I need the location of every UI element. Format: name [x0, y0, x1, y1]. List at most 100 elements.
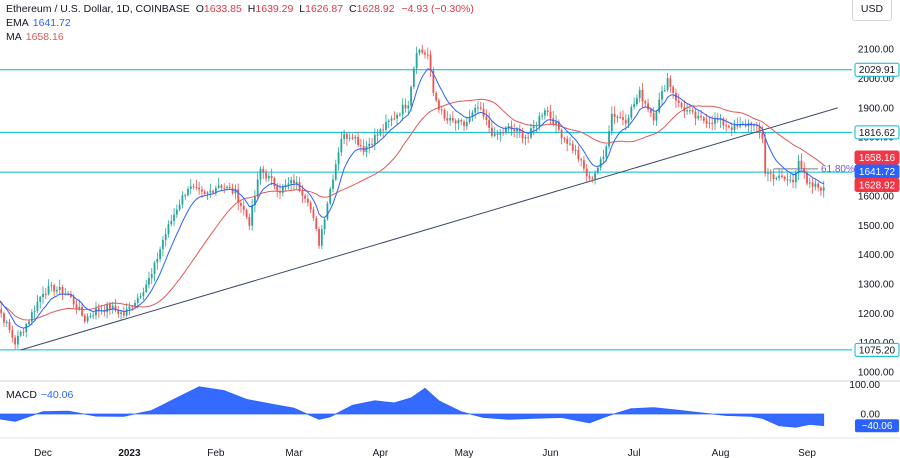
price-badge[interactable] [854, 178, 900, 192]
candle-body[interactable] [161, 239, 164, 250]
candle-body[interactable] [254, 196, 256, 206]
candle-body[interactable] [580, 159, 583, 161]
candle-body[interactable] [563, 138, 566, 140]
candle-body[interactable] [359, 145, 362, 147]
candle-body[interactable] [524, 137, 527, 139]
candle-body[interactable] [304, 195, 307, 199]
candle-body[interactable] [5, 321, 8, 323]
candle-body[interactable] [661, 90, 663, 100]
candle-body[interactable] [496, 133, 499, 135]
candle-body[interactable] [591, 178, 594, 180]
candle-body[interactable] [61, 286, 64, 295]
candle-body[interactable] [700, 115, 702, 118]
candle-body[interactable] [195, 187, 198, 189]
candle-body[interactable] [446, 118, 449, 121]
candle-body[interactable] [608, 131, 610, 147]
candle-body[interactable] [602, 157, 605, 160]
candle-body[interactable] [622, 117, 624, 120]
candle-body[interactable] [337, 152, 340, 165]
candle-body[interactable] [203, 191, 206, 194]
candle-body[interactable] [786, 179, 789, 181]
candle-body[interactable] [346, 134, 348, 139]
candle-body[interactable] [697, 115, 700, 119]
candle-body[interactable] [772, 174, 775, 180]
candle-body[interactable] [477, 107, 479, 109]
candle-body[interactable] [175, 209, 178, 215]
candle-body[interactable] [457, 119, 460, 124]
candle-body[interactable] [599, 159, 602, 168]
candle-body[interactable] [502, 132, 504, 134]
candle-body[interactable] [415, 53, 418, 69]
candle-body[interactable] [767, 173, 769, 175]
candle-body[interactable] [527, 137, 530, 139]
ema-legend[interactable]: EMA 1641.72 [6, 17, 71, 29]
candle-body[interactable] [306, 198, 309, 203]
candle-body[interactable] [638, 89, 641, 99]
candle-body[interactable] [240, 202, 242, 206]
price-axis[interactable]: 1000.001100.001200.001300.001400.001500.… [854, 45, 900, 379]
candle-body[interactable] [228, 187, 231, 189]
candle-body[interactable] [663, 90, 666, 92]
candle-body[interactable] [739, 124, 741, 127]
candle-body[interactable] [201, 189, 203, 192]
candle-body[interactable] [677, 100, 680, 104]
candle-body[interactable] [649, 109, 652, 113]
candle-body[interactable] [778, 175, 781, 179]
price-pane[interactable]: 61.80% [0, 44, 900, 382]
candle-body[interactable] [184, 195, 187, 197]
candle-body[interactable] [803, 168, 806, 173]
candle-body[interactable] [474, 107, 477, 113]
candle-body[interactable] [711, 122, 714, 124]
candle-body[interactable] [499, 132, 502, 135]
candle-body[interactable] [814, 183, 817, 187]
candle-body[interactable] [421, 49, 424, 53]
candle-body[interactable] [429, 54, 432, 71]
candle-body[interactable] [485, 116, 488, 120]
candle-body[interactable] [396, 114, 399, 119]
candle-body[interactable] [95, 308, 97, 316]
candle-body[interactable] [312, 209, 315, 219]
candle-body[interactable] [348, 137, 351, 139]
candle-body[interactable] [652, 112, 655, 121]
candle-body[interactable] [290, 179, 293, 184]
macd-legend[interactable]: MACD −40.06 [6, 389, 73, 401]
candle-body[interactable] [385, 121, 387, 130]
candle-body[interactable] [566, 138, 569, 144]
candle-body[interactable] [39, 296, 42, 302]
symbol-title[interactable]: Ethereum / U.S. Dollar, 1D, COINBASE [6, 3, 190, 15]
candle-body[interactable] [231, 188, 234, 194]
candle-body[interactable] [30, 312, 33, 322]
candle-body[interactable] [58, 286, 61, 290]
price-badge[interactable] [854, 342, 900, 357]
candle-body[interactable] [351, 137, 354, 139]
candle-body[interactable] [371, 143, 373, 145]
macd-pane[interactable]: 100.000.00−40.06 [0, 380, 899, 433]
candle-body[interactable] [259, 168, 262, 180]
price-badge[interactable] [854, 62, 900, 77]
candle-body[interactable] [81, 306, 83, 316]
candle-body[interactable] [521, 131, 524, 139]
candle-body[interactable] [153, 262, 156, 274]
candle-body[interactable] [583, 160, 585, 169]
candle-body[interactable] [633, 104, 636, 108]
candle-body[interactable] [822, 187, 825, 191]
candle-body[interactable] [730, 127, 733, 130]
candle-body[interactable] [181, 195, 184, 205]
candle-body[interactable] [797, 160, 800, 173]
ema-line[interactable] [0, 68, 824, 329]
candle-body[interactable] [117, 310, 120, 315]
candle-body[interactable] [220, 185, 223, 188]
candle-body[interactable] [150, 273, 153, 279]
currency-button[interactable]: USD [852, 0, 892, 21]
candle-body[interactable] [655, 112, 658, 121]
candle-body[interactable] [468, 116, 471, 122]
candle-body[interactable] [273, 177, 276, 187]
candle-body[interactable] [613, 113, 616, 117]
candle-body[interactable] [465, 121, 468, 127]
candle-body[interactable] [725, 125, 728, 127]
candle-body[interactable] [401, 104, 404, 115]
candle-body[interactable] [379, 129, 382, 135]
candle-body[interactable] [624, 119, 627, 124]
candle-body[interactable] [148, 278, 150, 285]
